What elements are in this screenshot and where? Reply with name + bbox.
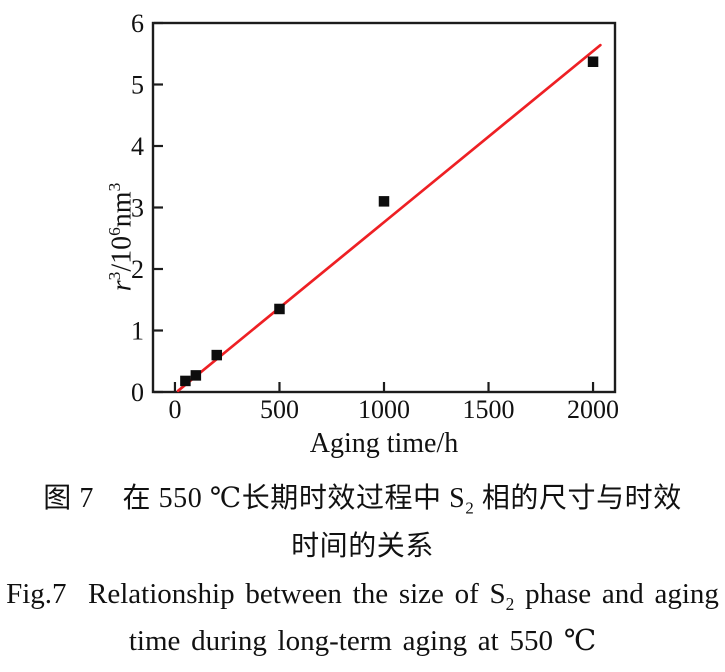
caption-en1-subscript: 2 (505, 593, 515, 614)
caption-en1-post: phase and aging (514, 578, 719, 610)
y-tick-label: 0 (131, 378, 144, 407)
caption-en1-pre: Fig.7 Relationship between the size of S (6, 578, 506, 610)
y-axis-title-sup2: 6 (105, 227, 124, 236)
caption-english-line1: Fig.7 Relationship between the size of S… (0, 577, 725, 621)
y-tick-label: 3 (131, 194, 144, 223)
y-axis-title-symbol: r (106, 280, 138, 292)
data-point-marker (190, 370, 202, 381)
y-tick-label: 1 (131, 317, 144, 346)
scatter-plot: 0 500 1000 1500 2000 0 1 2 3 4 5 6 (131, 9, 619, 424)
data-point-marker (180, 375, 191, 387)
y-axis-title-sup3: 3 (105, 182, 124, 192)
x-tick-label: 2000 (567, 395, 619, 424)
y-tick-label: 2 (131, 255, 144, 284)
caption-cn1-pre: 图 7 在 550 ℃长期时效过程中 S (43, 483, 466, 514)
data-point-marker (378, 196, 390, 207)
x-axis-title: Aging time/h (309, 428, 459, 459)
x-tick-label: 0 (168, 395, 181, 424)
x-tick-label: 500 (260, 395, 299, 424)
y-tick-label: 6 (131, 9, 144, 38)
caption-cn1-post: 相的尺寸与时效 (474, 483, 682, 514)
caption-english-line2: time during long-term aging at 550 ℃ (128, 625, 597, 657)
x-tick-label: 1500 (463, 395, 515, 424)
caption-cn1-subscript: 2 (465, 498, 475, 518)
y-axis-title: r3/106nm3 (99, 57, 137, 417)
fit-line (176, 43, 602, 393)
caption-chinese-line1: 图 7 在 550 ℃长期时效过程中 S2 相的尺寸与时效 (0, 482, 725, 526)
y-tick-label: 4 (131, 132, 144, 161)
y-axis-title-sup1: 3 (105, 271, 124, 281)
plot-frame (151, 21, 617, 394)
x-tick-label: 1000 (358, 395, 410, 424)
data-point-marker (211, 349, 223, 361)
caption-chinese-line2: 时间的关系 (291, 531, 434, 562)
data-point-marker (274, 303, 285, 315)
y-axis-title-unit1: /10 (106, 235, 138, 272)
data-point-marker (587, 56, 599, 67)
y-axis-title-unit2: nm (106, 191, 138, 228)
y-tick-label: 5 (131, 71, 144, 100)
